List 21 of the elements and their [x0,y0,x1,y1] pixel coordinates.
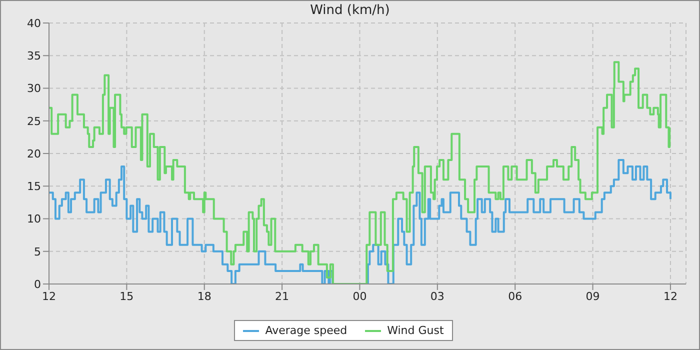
y-tick-label: 10 [27,212,41,226]
legend-label: Wind Gust [386,324,444,337]
x-tick-label: 15 [120,290,134,303]
x-tick-label: 09 [586,290,600,303]
legend-label: Average speed [264,324,348,337]
y-tick-label: 30 [27,82,41,96]
x-tick-label: 06 [508,290,522,303]
y-tick-label: 40 [27,16,41,30]
y-tick-label: 20 [27,147,41,160]
y-tick-label: 5 [34,245,41,258]
x-tick-label: 03 [430,290,444,303]
y-tick-label: 25 [27,114,41,128]
y-tick-label: 0 [34,278,41,291]
y-tick-label: 15 [27,180,41,194]
y-tick-label: 35 [27,50,41,63]
x-tick-label: 00 [352,290,367,303]
x-tick-label: 21 [275,290,290,303]
x-tick-label: 12 [42,290,56,303]
chart-title: Wind (km/h) [309,3,391,18]
x-tick-label: 12 [663,290,678,303]
x-tick-label: 18 [197,290,212,303]
